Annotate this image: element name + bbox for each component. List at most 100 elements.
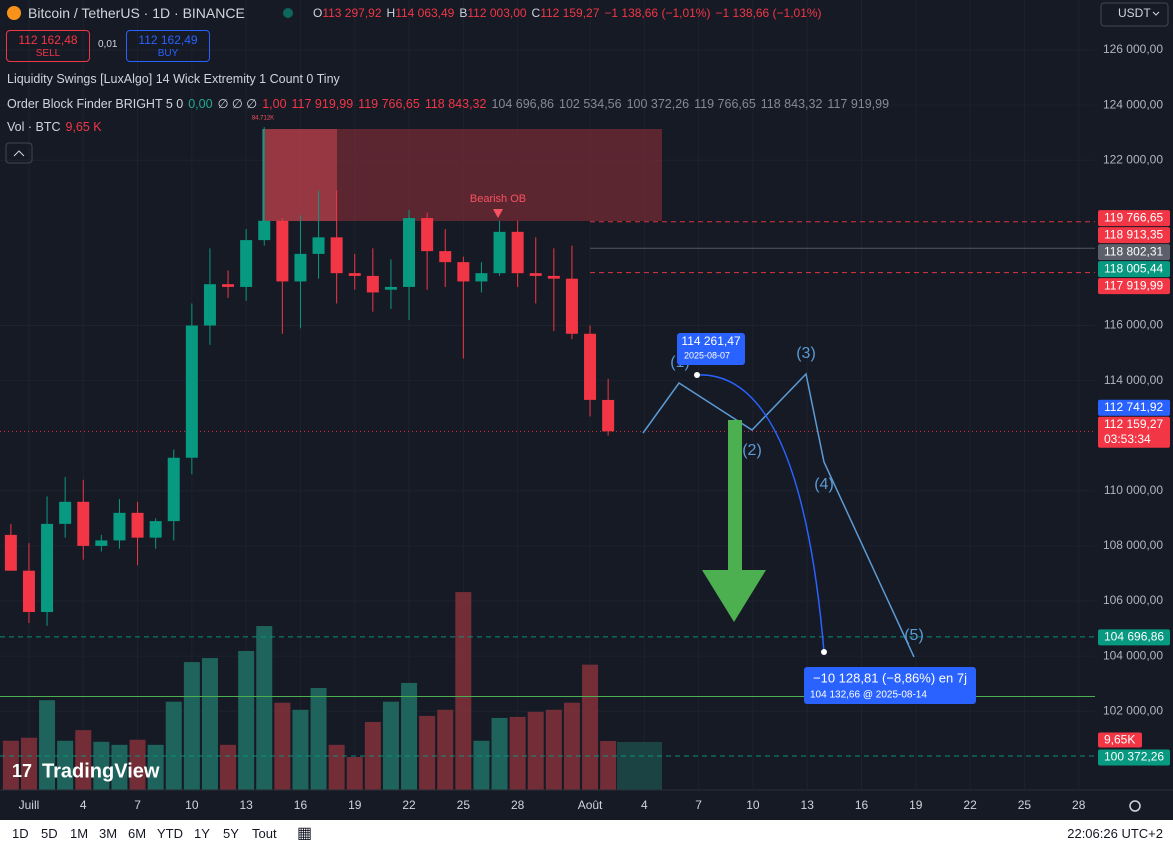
price-label: 118 802,31 xyxy=(1104,244,1163,258)
volume-bar xyxy=(509,716,526,790)
indicator-value: 102 534,56 xyxy=(559,97,622,111)
sell-button[interactable]: 112 162,48 SELL xyxy=(6,30,90,62)
y-tick-label: 124 000,00 xyxy=(1103,97,1163,111)
sell-price: 112 162,48 xyxy=(18,33,78,47)
range-button[interactable]: 5D xyxy=(41,826,58,841)
caret xyxy=(1152,11,1160,16)
candle-body xyxy=(294,253,307,282)
candle-body xyxy=(95,540,108,546)
toolbar: ▦ 22:06:26 UTC+2 1D 5D 1M 3M 6M YTD 1Y 5Y Tout xyxy=(0,820,1173,847)
candle-body xyxy=(167,457,180,522)
candle-body xyxy=(4,534,17,571)
x-tick-label: 13 xyxy=(239,798,253,812)
price-label-bg xyxy=(1098,749,1170,766)
volume-bar xyxy=(220,744,237,790)
ohlc-key: C xyxy=(531,6,541,20)
price-label: 118 005,44 xyxy=(1104,261,1163,275)
range-button[interactable]: 1M xyxy=(70,826,89,841)
volume-bar xyxy=(75,730,92,790)
x-tick-label: Juill xyxy=(19,798,40,812)
candle-body xyxy=(330,237,343,274)
volume-bar xyxy=(382,701,399,790)
volume-ghost xyxy=(617,742,662,790)
currency: USDT xyxy=(1118,6,1151,20)
volume-bar xyxy=(419,715,436,790)
callout xyxy=(677,333,745,365)
axes: 102 000,00 104 000,00 106 000,00 108 000,00… xyxy=(19,42,1170,812)
volume-bar xyxy=(600,741,617,790)
x-tick-label: 25 xyxy=(1018,798,1032,812)
y-tick-label: 102 000,00 xyxy=(1103,703,1163,717)
calendar-icon[interactable]: ▦ xyxy=(297,825,313,842)
range-button[interactable]: 1Y xyxy=(194,826,210,841)
indicator-value: 117 919,99 xyxy=(291,97,354,111)
collapse-icon xyxy=(13,150,25,157)
candle-body xyxy=(276,220,289,282)
volume-bar xyxy=(437,709,454,790)
x-tick-label: 16 xyxy=(294,798,308,812)
volume-bar xyxy=(455,592,472,790)
x-tick-label: 13 xyxy=(801,798,815,812)
buy-button[interactable]: 112 162,49 BUY xyxy=(126,30,210,62)
sell-label: SELL xyxy=(35,48,61,59)
indicator-value: 118 843,32 xyxy=(424,97,487,111)
volume-bar xyxy=(545,709,562,790)
candle-body xyxy=(348,273,361,276)
candle-body xyxy=(384,286,397,290)
order-block-left xyxy=(263,129,337,221)
callout-date: 2025-08-07 xyxy=(684,350,730,360)
volume-bar xyxy=(563,702,580,790)
candle-body xyxy=(203,284,216,326)
range-button[interactable]: 5Y xyxy=(223,826,239,841)
candle-body xyxy=(77,501,90,546)
callout-price: 114 261,47 xyxy=(681,334,740,348)
candle-body xyxy=(403,218,416,287)
volume-bar xyxy=(256,626,273,790)
indicator-name: Order Block Finder BRIGHT 5 0 xyxy=(7,97,184,111)
range-button[interactable]: YTD xyxy=(157,826,183,841)
candle-body xyxy=(511,231,524,274)
volume-bar xyxy=(527,711,544,790)
settings-icon[interactable] xyxy=(1129,800,1141,812)
volume-bar xyxy=(147,744,164,790)
collapse-button[interactable] xyxy=(5,142,33,164)
y-tick-label: 116 000,00 xyxy=(1104,318,1163,332)
candle-body xyxy=(493,231,506,274)
y-tick-label: 126 000,00 xyxy=(1103,42,1163,56)
candle-body xyxy=(149,521,162,538)
indicator-value: 117 919,99 xyxy=(827,97,890,111)
currency-box[interactable] xyxy=(1100,2,1169,27)
x-tick-label: 10 xyxy=(746,798,760,812)
range-button[interactable]: Tout xyxy=(252,826,277,841)
x-tick-label: 7 xyxy=(134,798,141,812)
candle-body xyxy=(457,262,470,282)
clock: 22:06:26 UTC+2 xyxy=(1067,826,1163,841)
volume-bar xyxy=(491,717,508,790)
x-tick-label: 28 xyxy=(1072,798,1086,812)
candle-body xyxy=(240,240,253,287)
volume-bar xyxy=(57,740,74,790)
spread: 0,01 xyxy=(98,39,118,50)
indicator-name: Vol · BTC xyxy=(7,120,61,134)
wave-label: (3) xyxy=(796,345,816,362)
candle-body xyxy=(312,237,325,254)
volume-bar xyxy=(310,687,327,790)
indicator-value: 0,00 xyxy=(188,97,213,111)
change: −1 138,66 (−1,01%) xyxy=(604,6,711,20)
x-tick-label: 19 xyxy=(909,798,923,812)
price-label-bg xyxy=(1098,629,1170,646)
wave-label: (4) xyxy=(814,476,834,493)
price-label: 112 741,92 xyxy=(1104,400,1163,414)
price-label-bg xyxy=(1098,416,1170,448)
indicator-name: Liquidity Swings [LuxAlgo] 14 Wick Extre… xyxy=(7,72,340,86)
y-tick-label: 110 000,00 xyxy=(1104,483,1163,497)
range-button[interactable]: 6M xyxy=(128,826,147,841)
range-button[interactable]: 3M xyxy=(99,826,118,841)
range-button[interactable]: 1D xyxy=(12,826,29,841)
candle-body xyxy=(602,399,615,432)
price-label: 104 696,86 xyxy=(1104,630,1164,644)
x-tick-label: 22 xyxy=(963,798,977,812)
candle-body xyxy=(131,512,144,538)
ob-marker xyxy=(493,209,503,218)
x-tick-label: 22 xyxy=(402,798,416,812)
